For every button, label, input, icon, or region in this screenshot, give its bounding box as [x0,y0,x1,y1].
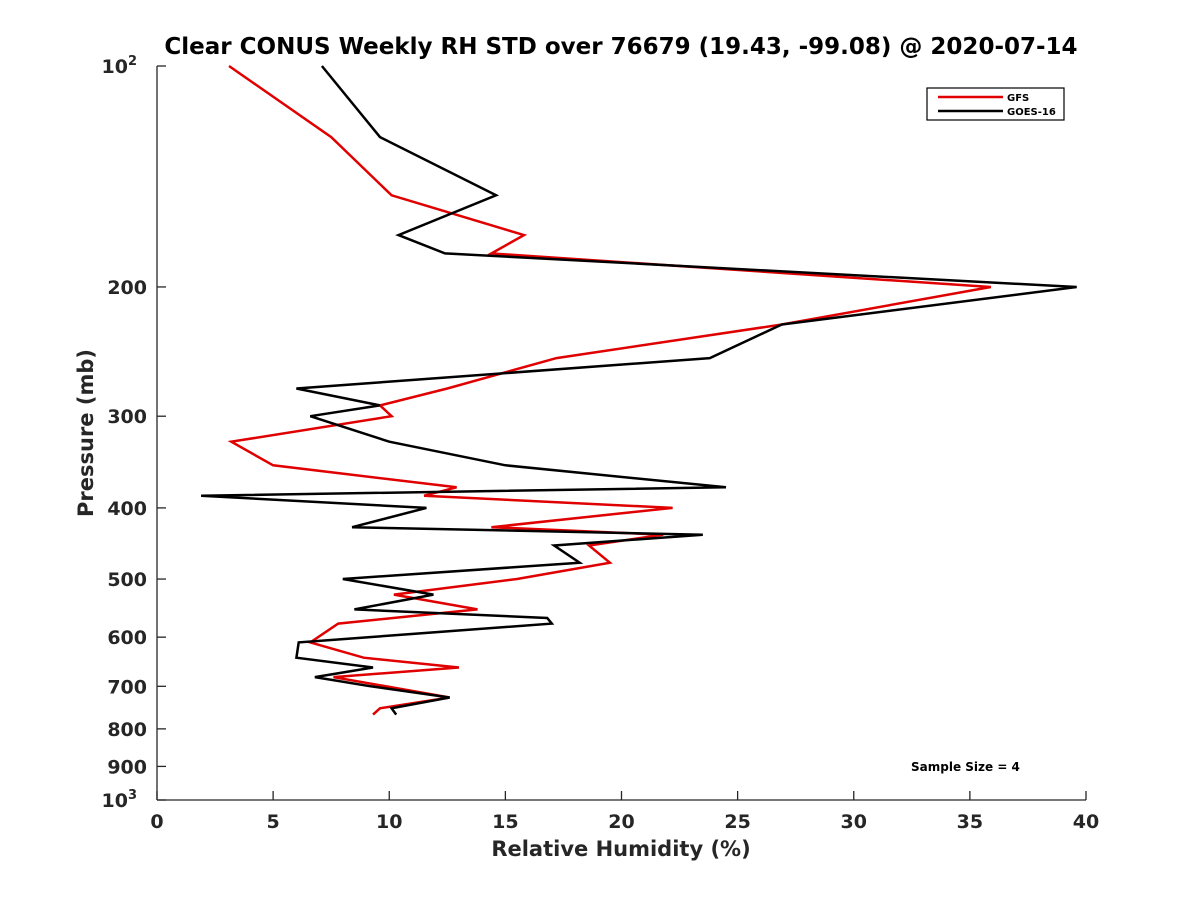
y-axis-label: Pressure (mb) [74,349,98,517]
x-tick-label: 5 [267,811,280,833]
x-tick-label: 20 [608,811,634,833]
y-tick-label: 300 [107,406,147,428]
axes-layer: 0 5 10 15 20 25 30 35 40 102 200 300 400 500 600 700 800… [102,54,1100,833]
y-tick-label: 600 [107,627,147,649]
y-tick-label: 400 [107,498,147,520]
y-tick-label: 500 [107,569,147,591]
x-tick-label: 30 [841,811,867,833]
y-tick-label: 800 [107,719,147,741]
x-tick-label: 0 [150,811,163,833]
x-axis-label: Relative Humidity (%) [491,837,750,861]
legend: GFS GOES-16 [926,87,1065,121]
y-tick-label: 102 [102,54,138,78]
x-tick-label: 40 [1073,811,1099,833]
y-tick-label: 700 [107,676,147,698]
y-tick-label: 900 [107,756,147,778]
y-tick-label: 103 [102,788,138,812]
x-tick-label: 35 [957,811,983,833]
legend-box [926,87,1065,121]
series-layer [201,64,1077,716]
y-tick-label: 200 [107,277,147,299]
sample-size-annotation: Sample Size = 4 [911,760,1020,774]
x-tick-label: 10 [376,811,402,833]
legend-label-goes-16: GOES-16 [1007,107,1056,118]
legend-label-gfs: GFS [1007,93,1029,104]
chart-title: Clear CONUS Weekly RH STD over 76679 (19… [164,34,1077,60]
series-line-goes-16 [201,65,1077,716]
series-line-gfs [227,64,992,716]
x-tick-label: 25 [724,811,750,833]
x-tick-label: 15 [492,811,518,833]
